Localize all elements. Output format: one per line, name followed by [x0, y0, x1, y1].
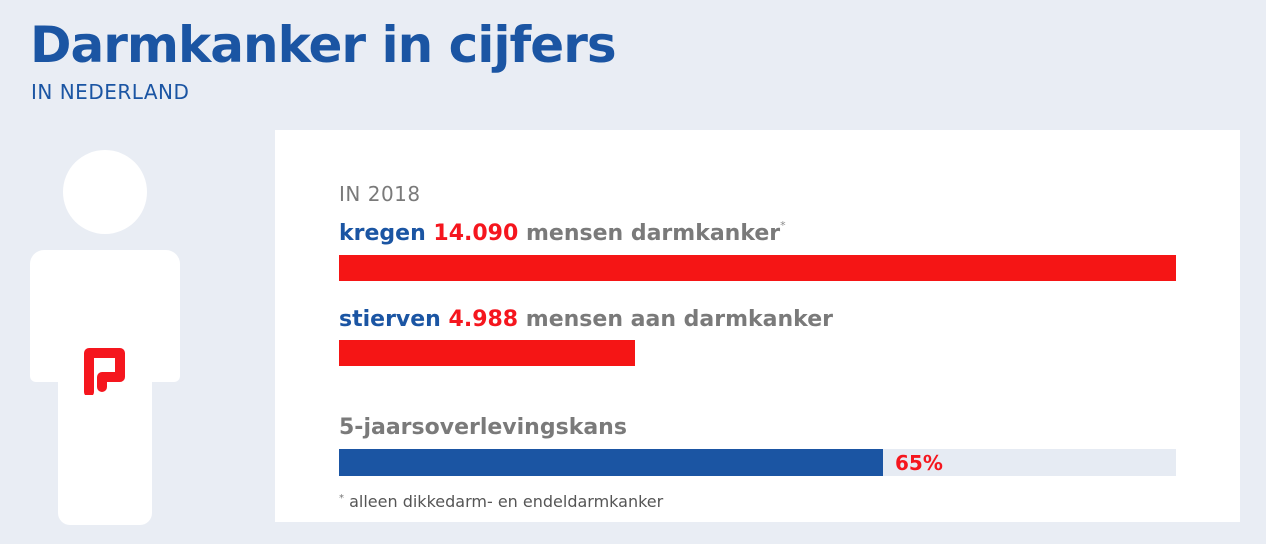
mortality-verb: stierven [339, 307, 441, 332]
survival-value-label: 65% [895, 451, 943, 475]
footnote-marker: * [339, 493, 344, 504]
page-subtitle: IN NEDERLAND [31, 80, 190, 104]
year-label: IN 2018 [339, 182, 421, 206]
person-head [63, 150, 147, 234]
incidence-text: mensen darmkanker [525, 221, 781, 246]
page-title: Darmkanker in cijfers [30, 16, 617, 74]
footnote-text: alleen dikkedarm- en endeldarmkanker [349, 492, 664, 511]
mortality-label: stierven 4.988 mensen aan darmkanker [339, 307, 833, 332]
survival-track [339, 449, 1176, 476]
person-figure [30, 150, 180, 525]
incidence-verb: kregen [339, 221, 426, 246]
footnote: * alleen dikkedarm- en endeldarmkanker [339, 492, 663, 511]
stats-panel: IN 2018 kregen 14.090 mensen darmkanker*… [275, 130, 1240, 522]
incidence-value: 14.090 [433, 221, 519, 246]
mortality-value: 4.988 [448, 307, 519, 332]
intestine-icon [84, 348, 125, 395]
mortality-text: mensen aan darmkanker [525, 307, 833, 332]
incidence-bar [339, 255, 1176, 281]
survival-label: 5-jaarsoverlevingskans [339, 415, 627, 440]
incidence-footnote-marker: * [780, 219, 786, 232]
survival-fill-bar [339, 449, 883, 476]
mortality-bar [339, 340, 635, 366]
incidence-label: kregen 14.090 mensen darmkanker* [339, 219, 786, 246]
